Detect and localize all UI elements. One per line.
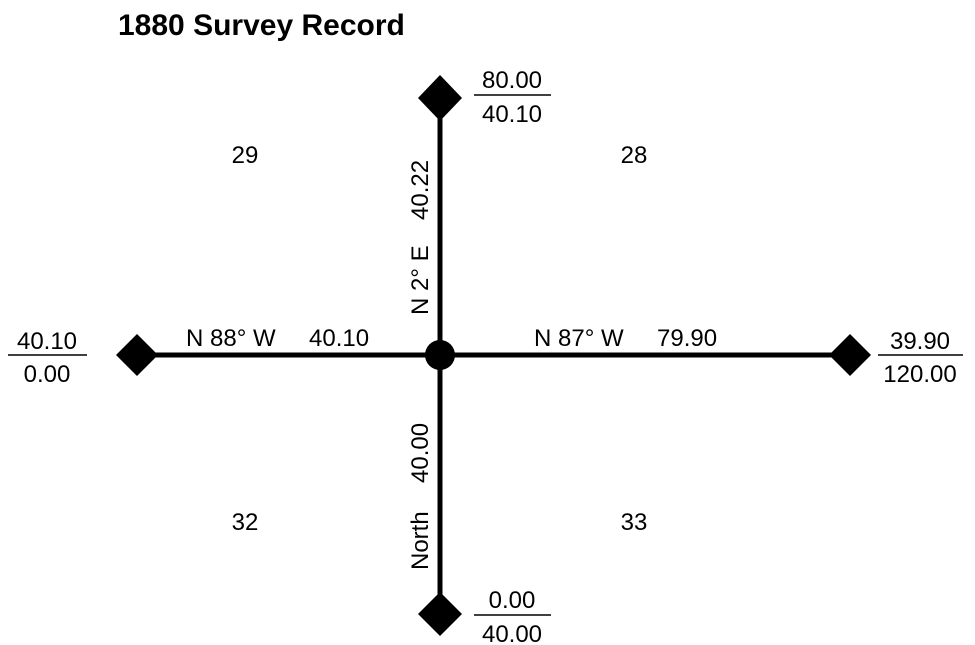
west-bearing: N 88° W (186, 325, 276, 352)
west-corner-fraction: 40.10 0.00 (8, 328, 87, 388)
west-corner-top: 40.10 (17, 328, 77, 355)
east-corner-marker (829, 334, 871, 376)
south-bearing: North (407, 511, 434, 570)
east-corner-top: 39.90 (890, 328, 950, 355)
north-bearing: N 2° E (407, 245, 434, 315)
section-29: 29 (232, 142, 259, 169)
north-corner-fraction: 80.00 40.10 (474, 67, 551, 128)
north-corner-bottom: 40.10 (482, 101, 542, 128)
north-corner-top: 80.00 (482, 67, 542, 94)
diagram-title: 1880 Survey Record (118, 9, 405, 42)
west-corner-bottom: 0.00 (24, 361, 71, 388)
north-corner-marker (418, 75, 462, 121)
center-point (425, 340, 455, 370)
west-corner-marker (116, 334, 158, 376)
east-distance: 79.90 (657, 325, 717, 352)
east-bearing: N 87° W (534, 325, 624, 352)
south-corner-bottom: 40.00 (482, 621, 542, 645)
south-corner-fraction: 0.00 40.00 (474, 587, 551, 645)
west-distance: 40.10 (309, 325, 369, 352)
section-33: 33 (621, 509, 648, 536)
south-distance: 40.00 (407, 423, 434, 483)
south-corner-top: 0.00 (489, 587, 536, 614)
east-corner-bottom: 120.00 (883, 361, 956, 388)
section-28: 28 (621, 142, 648, 169)
east-corner-fraction: 39.90 120.00 (878, 328, 963, 388)
south-corner-marker (418, 592, 462, 636)
north-distance: 40.22 (407, 160, 434, 220)
section-32: 32 (232, 509, 259, 536)
